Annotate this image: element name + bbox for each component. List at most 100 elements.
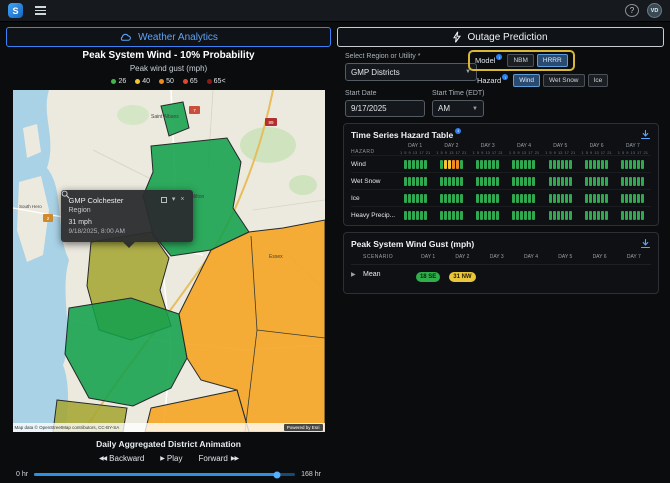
menu-icon[interactable]	[33, 4, 48, 17]
slider-min-label: 0 hr	[16, 471, 28, 478]
help-icon[interactable]: ?	[625, 4, 639, 17]
app-logo: S	[8, 3, 23, 18]
hazard-bar-cell	[506, 211, 542, 220]
tab-weather-analytics[interactable]: Weather Analytics	[6, 27, 331, 47]
info-icon[interactable]: i	[502, 74, 508, 80]
play-button[interactable]: ▶ Play	[160, 454, 182, 463]
town-label: South Hero	[19, 204, 42, 209]
model-option-hrrr[interactable]: HRRR	[537, 54, 568, 67]
hazard-table-header: HAZARDDAY 1159131721DAY 2159131721DAY 31…	[351, 143, 651, 155]
hazard-bar-cell	[433, 177, 469, 186]
user-avatar[interactable]: VD	[647, 3, 662, 18]
hazard-option-wind[interactable]: Wind	[513, 74, 540, 87]
tooltip-title: GMP Colchester	[69, 196, 124, 205]
day-column-header: DAY 1159131721	[397, 143, 433, 155]
legend-item: 50	[159, 77, 174, 85]
hazard-row-label: Wet Snow	[351, 178, 397, 185]
hazard-bar-cell	[506, 194, 542, 203]
map-tooltip: GMP Colchester ▾ × Region 31 mph 9/18/20…	[61, 190, 193, 242]
day-column-header: DAY 4159131721	[506, 143, 542, 155]
gust-cell: 31 NW	[445, 265, 479, 283]
hazard-bar-cell	[397, 160, 433, 169]
play-icon: ▶	[160, 455, 164, 462]
gust-table-card: Peak System Wind Gust (mph) SCENARIODAY …	[343, 232, 659, 294]
slider-max-label: 168 hr	[301, 471, 321, 478]
hazard-bar-cell	[578, 194, 614, 203]
hazard-row: Wind	[351, 155, 651, 172]
map-canvas: Saint Albans South Hero Milton Essex 7 8…	[13, 90, 325, 432]
forward-icon: ▶▶	[231, 455, 238, 462]
day-column-header: DAY 7	[617, 254, 651, 260]
forward-button[interactable]: Forward ▶▶	[198, 454, 238, 463]
timeline-slider-fill	[34, 473, 277, 476]
hazard-table-title: Time Series Hazard Table	[351, 130, 453, 140]
hazard-bar-cell	[433, 194, 469, 203]
map-park	[240, 127, 296, 163]
gust-badge: 31 NW	[449, 272, 475, 282]
start-time-select[interactable]: AM ▼	[432, 100, 484, 117]
download-icon[interactable]	[640, 238, 651, 249]
legend-label: 50	[166, 78, 174, 85]
dock-icon[interactable]	[161, 197, 167, 203]
download-icon[interactable]	[640, 129, 651, 140]
map-attribution: Map data © OpenStreetMap contributors, C…	[13, 423, 325, 432]
start-time-label: Start Time (EDT)	[432, 90, 485, 97]
legend-label: 40	[142, 78, 150, 85]
hazard-bar-cell	[397, 194, 433, 203]
tooltip-timestamp: 9/18/2025, 8:00 AM	[69, 228, 185, 235]
hazard-option-ice[interactable]: Ice	[588, 74, 609, 87]
legend-dot	[183, 79, 188, 84]
hazard-bar-cell	[506, 160, 542, 169]
model-buttons: NBM HRRR	[507, 54, 567, 67]
timeline-slider-row: 0 hr 168 hr	[6, 471, 331, 478]
hazard-option-wet-snow[interactable]: Wet Snow	[543, 74, 585, 87]
hazard-bar-cell	[615, 194, 651, 203]
caret-down-icon: ▼	[472, 106, 478, 112]
timeline-slider-handle[interactable]	[273, 471, 280, 478]
scenario-column-header: SCENARIO	[363, 254, 411, 260]
outage-panel: Select Region or Utility * GMP Districts…	[337, 50, 664, 478]
backward-button[interactable]: ◀◀ Backward	[99, 454, 144, 463]
tab-weather-label: Weather Analytics	[138, 32, 218, 43]
animation-title: Daily Aggregated District Animation	[6, 439, 331, 449]
tooltip-value: 31 mph	[69, 219, 185, 226]
gust-table: SCENARIODAY 1DAY 2DAY 3DAY 4DAY 5DAY 6DA…	[351, 254, 651, 283]
start-date-input[interactable]	[345, 100, 425, 117]
legend-item: 65<	[207, 77, 226, 85]
legend-label: 65<	[214, 78, 226, 85]
play-label: Play	[167, 454, 183, 463]
app-root: S ? VD Weather Analytics Outage Predicti…	[0, 0, 670, 483]
day-column-header: DAY 5159131721	[542, 143, 578, 155]
hazard-table: HAZARDDAY 1159131721DAY 2159131721DAY 31…	[351, 143, 651, 223]
legend-label: 65	[190, 78, 198, 85]
hazard-bar-cell	[506, 177, 542, 186]
start-time-value: AM	[438, 104, 450, 113]
info-icon[interactable]: i	[496, 54, 502, 60]
model-option-nbm[interactable]: NBM	[507, 54, 533, 67]
timeline-slider[interactable]	[34, 473, 295, 476]
region-select[interactable]: GMP Districts ▼	[345, 63, 477, 81]
info-icon[interactable]: i	[455, 128, 461, 134]
day-column-header: DAY 6	[582, 254, 616, 260]
day-column-header: DAY 3159131721	[470, 143, 506, 155]
cloud-icon	[119, 32, 132, 42]
region-label: Select Region or Utility *	[345, 53, 420, 60]
backward-icon: ◀◀	[99, 455, 106, 462]
map-title: Peak System Wind - 10% Probability	[6, 50, 331, 61]
map-subtitle: Peak wind gust (mph)	[6, 64, 331, 73]
hazard-buttons: WindWet SnowIce	[513, 74, 608, 87]
gust-row: ▶Mean18 SE31 NW	[351, 264, 651, 283]
tab-outage-prediction[interactable]: Outage Prediction	[337, 27, 664, 47]
hazard-bar-cell	[542, 160, 578, 169]
expand-row-icon[interactable]: ▶	[351, 271, 363, 278]
day-column-header: DAY 6159131721	[578, 143, 614, 155]
chevron-down-icon[interactable]: ▾	[172, 196, 176, 203]
town-label: Saint Albans	[151, 114, 179, 120]
hazard-bar-cell	[578, 211, 614, 220]
region-select-value: GMP Districts	[351, 68, 400, 77]
hazard-bar-cell	[470, 177, 506, 186]
weather-panel: Peak System Wind - 10% Probability Peak …	[6, 50, 331, 478]
hazard-group: Hazard i WindWet SnowIce	[477, 74, 608, 87]
map[interactable]: Saint Albans South Hero Milton Essex 7 8…	[13, 90, 325, 432]
close-icon[interactable]: ×	[180, 196, 184, 203]
